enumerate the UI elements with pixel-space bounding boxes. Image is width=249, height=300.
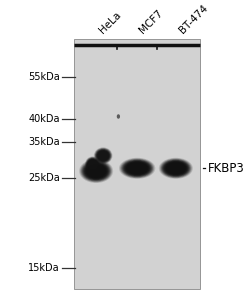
Bar — [91, 70, 184, 259]
Ellipse shape — [164, 161, 187, 176]
Ellipse shape — [160, 158, 192, 178]
Ellipse shape — [85, 156, 100, 172]
Ellipse shape — [80, 160, 112, 182]
Text: 40kDa: 40kDa — [28, 114, 60, 124]
Ellipse shape — [96, 149, 111, 163]
Ellipse shape — [87, 164, 106, 178]
Bar — [108, 100, 167, 228]
Ellipse shape — [117, 114, 120, 119]
Ellipse shape — [125, 161, 150, 176]
Ellipse shape — [87, 159, 98, 170]
Ellipse shape — [162, 160, 190, 177]
Bar — [105, 95, 170, 233]
Ellipse shape — [88, 160, 97, 168]
Ellipse shape — [84, 163, 108, 179]
Text: MCF7: MCF7 — [137, 8, 165, 35]
Bar — [122, 125, 153, 203]
Ellipse shape — [126, 162, 148, 175]
Ellipse shape — [88, 159, 97, 169]
Ellipse shape — [96, 149, 110, 162]
Ellipse shape — [82, 161, 110, 181]
Text: BT-474: BT-474 — [177, 3, 209, 35]
Ellipse shape — [119, 158, 155, 179]
Bar — [79, 50, 195, 279]
Ellipse shape — [161, 159, 191, 178]
Ellipse shape — [86, 158, 99, 171]
Ellipse shape — [120, 158, 154, 178]
Bar — [124, 130, 150, 198]
Ellipse shape — [163, 160, 188, 176]
Text: 15kDa: 15kDa — [28, 263, 60, 273]
Bar — [102, 90, 172, 239]
Bar — [85, 60, 189, 268]
Bar — [113, 110, 161, 218]
Ellipse shape — [86, 158, 99, 170]
Bar — [77, 44, 198, 284]
Ellipse shape — [97, 150, 110, 161]
Ellipse shape — [81, 161, 111, 182]
Text: 25kDa: 25kDa — [28, 173, 60, 183]
Ellipse shape — [79, 159, 113, 183]
Ellipse shape — [166, 162, 186, 174]
Ellipse shape — [123, 160, 152, 177]
Ellipse shape — [124, 160, 151, 176]
Ellipse shape — [87, 158, 98, 170]
Bar — [127, 135, 147, 193]
Ellipse shape — [95, 148, 111, 163]
Ellipse shape — [127, 162, 147, 174]
Ellipse shape — [85, 157, 100, 171]
Text: FKBP3: FKBP3 — [207, 162, 244, 175]
Ellipse shape — [85, 164, 107, 178]
Ellipse shape — [94, 147, 113, 164]
Text: 55kDa: 55kDa — [28, 72, 60, 82]
Bar — [88, 65, 187, 264]
Bar — [99, 85, 175, 243]
Bar — [96, 80, 178, 248]
Ellipse shape — [165, 162, 187, 175]
Ellipse shape — [121, 159, 153, 178]
Ellipse shape — [159, 158, 193, 179]
Ellipse shape — [83, 162, 109, 180]
Bar — [82, 55, 192, 274]
Ellipse shape — [97, 151, 109, 161]
Ellipse shape — [94, 148, 112, 164]
Bar — [116, 115, 158, 213]
Bar — [94, 75, 181, 254]
Text: 35kDa: 35kDa — [28, 137, 60, 147]
Text: HeLa: HeLa — [97, 10, 123, 35]
Bar — [74, 39, 200, 289]
Bar — [119, 120, 155, 208]
Bar — [110, 105, 164, 223]
Bar — [74, 39, 200, 289]
Ellipse shape — [98, 151, 108, 160]
